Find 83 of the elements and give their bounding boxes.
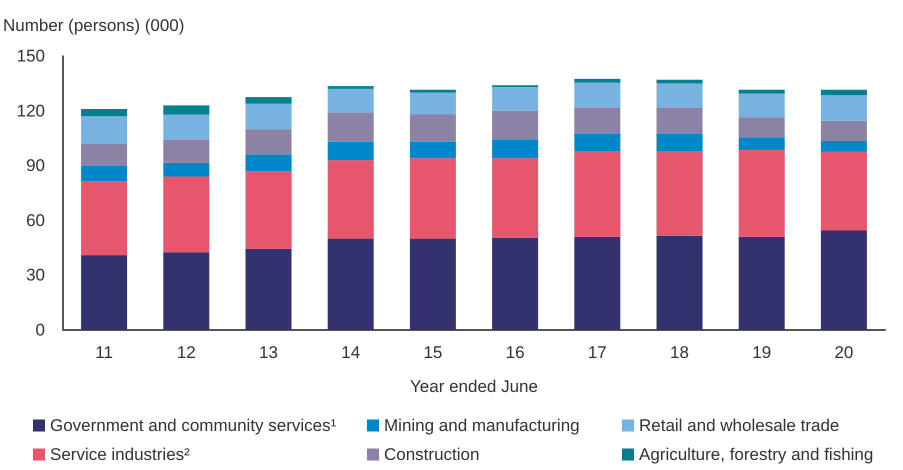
bar <box>656 80 702 84</box>
bar <box>656 150 702 236</box>
bar <box>820 90 867 96</box>
legend-label: Service industries² <box>50 445 190 464</box>
bar <box>81 116 128 144</box>
y-tick-label: 90 <box>26 156 45 176</box>
bar <box>656 134 702 151</box>
y-tick-label: 120 <box>16 101 45 120</box>
bar <box>738 117 785 138</box>
bar <box>328 160 374 239</box>
bar <box>656 236 702 330</box>
y-axis-title: Number (persons) (000) <box>3 16 184 35</box>
bar <box>410 114 456 142</box>
x-tick-label: 14 <box>341 343 360 362</box>
legend-label: Mining and manufacturing <box>384 416 580 435</box>
y-tick-label: 30 <box>26 266 45 285</box>
bar <box>410 238 456 330</box>
bar <box>492 158 538 238</box>
bar <box>738 93 785 118</box>
legend-label: Agriculture, forestry and fishing <box>639 445 874 464</box>
bar <box>81 255 128 330</box>
bar <box>410 158 456 239</box>
y-tick-label: 60 <box>26 210 45 230</box>
x-tick-label: 15 <box>423 343 442 362</box>
bar <box>492 238 538 330</box>
bar <box>492 140 538 158</box>
bar <box>738 236 785 330</box>
bar <box>738 137 785 150</box>
bar <box>574 236 620 330</box>
bar <box>246 129 292 155</box>
bar <box>328 142 374 160</box>
bar <box>163 140 210 163</box>
bar <box>81 144 128 166</box>
bar <box>820 120 867 141</box>
bar <box>574 82 620 108</box>
bar <box>163 252 210 330</box>
x-axis-title: Year ended June <box>410 377 538 396</box>
bar <box>328 88 374 113</box>
x-tick-label: 18 <box>670 343 689 362</box>
bar <box>820 230 867 330</box>
bar <box>574 78 620 82</box>
bar <box>410 92 456 114</box>
bar <box>246 248 292 330</box>
legend-label: Retail and wholesale trade <box>639 416 840 435</box>
bar <box>328 238 374 330</box>
bar <box>246 97 292 104</box>
legend-label: Construction <box>384 445 480 464</box>
bar <box>738 90 785 94</box>
bar <box>163 114 210 140</box>
bar <box>163 176 210 252</box>
bar <box>328 112 374 142</box>
bar <box>492 110 538 140</box>
bar <box>574 108 620 134</box>
bar <box>656 83 702 108</box>
x-tick-label: 17 <box>588 343 607 362</box>
legend-label: Government and community services¹ <box>50 416 337 435</box>
bar <box>246 171 292 249</box>
bar <box>574 150 620 237</box>
x-tick-label: 16 <box>506 343 525 362</box>
x-tick-label: 13 <box>259 343 278 362</box>
bar <box>410 142 456 158</box>
bar <box>163 162 210 177</box>
bar <box>820 140 867 152</box>
bar <box>738 150 785 237</box>
bar <box>163 105 210 114</box>
x-tick-label: 19 <box>752 343 772 362</box>
bar <box>246 103 292 130</box>
bar <box>820 95 867 121</box>
bar <box>574 134 620 151</box>
bar <box>656 108 702 134</box>
bar <box>81 166 128 182</box>
x-tick-label: 11 <box>95 343 113 362</box>
bar <box>328 86 374 89</box>
bar <box>81 108 128 116</box>
bar <box>410 90 456 93</box>
y-tick-label: 150 <box>16 46 45 66</box>
bar <box>81 181 128 256</box>
bar <box>246 154 292 172</box>
bar <box>492 87 538 111</box>
y-tick-label: 0 <box>36 320 45 340</box>
x-tick-label: 12 <box>176 343 196 362</box>
bar <box>820 152 867 230</box>
x-tick-label: 20 <box>834 343 854 362</box>
